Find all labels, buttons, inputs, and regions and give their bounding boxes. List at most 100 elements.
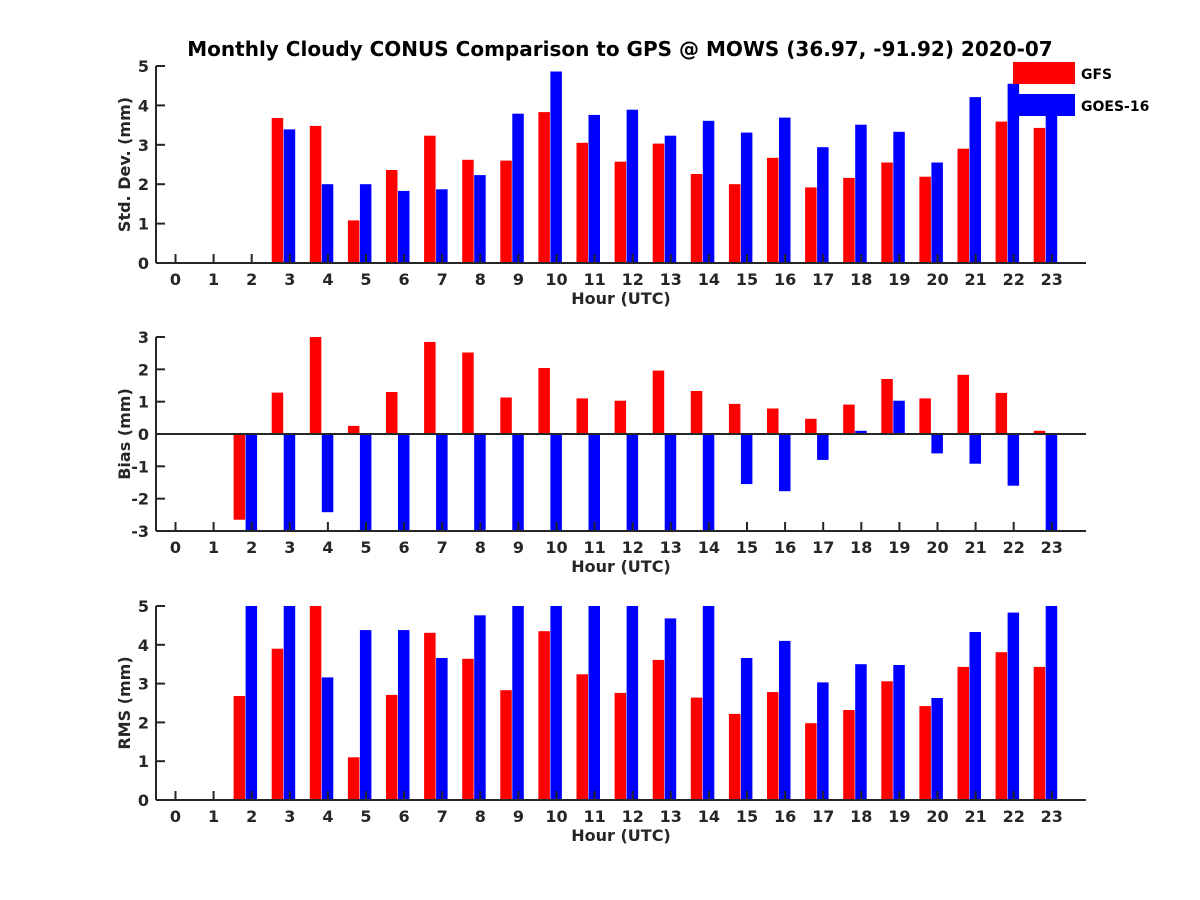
x-tick-label: 1 (208, 270, 219, 289)
bar-gfs-hour-5 (386, 694, 398, 800)
x-tick-label: 8 (475, 807, 486, 826)
y-tick-label: 4 (138, 96, 149, 115)
bar-gfs-hour-1 (233, 696, 246, 800)
bar-goes-16-hour-9 (550, 606, 562, 800)
x-tick-label: 4 (322, 270, 333, 289)
bar-gfs-hour-22 (1033, 127, 1046, 264)
bar-gfs-hour-15 (767, 408, 779, 434)
bar-gfs-hour-7 (462, 658, 474, 800)
x-axis-label: Hour (UTC) (571, 557, 671, 576)
bar-goes-16-hour-21 (1007, 612, 1020, 800)
bar-goes-16-hour-5 (398, 630, 410, 800)
bar-gfs-hour-20 (957, 666, 969, 800)
bar-gfs-hour-14 (728, 184, 741, 263)
bar-goes-16-hour-4 (359, 434, 372, 531)
bar-goes-16-hour-13 (702, 120, 715, 263)
bar-gfs-hour-12 (652, 370, 665, 434)
bar-gfs-hour-16 (805, 723, 817, 800)
bar-goes-16-hour-7 (474, 434, 486, 531)
bar-goes-16-hour-16 (817, 682, 829, 800)
x-tick-label: 23 (1041, 538, 1063, 557)
bar-gfs-hour-19 (919, 398, 931, 434)
y-axis-label: RMS (mm) (115, 656, 134, 749)
x-tick-label: 11 (583, 807, 605, 826)
bar-goes-16-hour-13 (702, 606, 715, 800)
x-tick-label: 15 (736, 270, 758, 289)
bar-goes-16-hour-5 (398, 190, 410, 263)
bar-goes-16-hour-17 (855, 430, 867, 434)
bar-goes-16-hour-2 (283, 129, 296, 263)
x-tick-label: 10 (545, 538, 567, 557)
bar-goes-16-hour-16 (817, 147, 829, 263)
bar-gfs-hour-11 (614, 400, 627, 434)
y-tick-label: 3 (138, 136, 149, 155)
chart-title: Monthly Cloudy CONUS Comparison to GPS @… (187, 37, 1052, 61)
bar-gfs-hour-4 (347, 220, 360, 263)
bar-goes-16-hour-6 (436, 658, 448, 800)
bar-goes-16-hour-19 (931, 434, 943, 454)
bar-gfs-hour-17 (843, 177, 855, 263)
x-tick-label: 12 (622, 538, 644, 557)
x-tick-label: 17 (812, 807, 834, 826)
bar-gfs-hour-12 (652, 659, 665, 800)
x-tick-label: 22 (1003, 807, 1025, 826)
bar-goes-16-hour-8 (512, 434, 524, 531)
bar-gfs-hour-12 (652, 143, 665, 263)
bar-goes-16-hour-14 (740, 434, 753, 485)
x-tick-label: 15 (736, 807, 758, 826)
y-tick-label: 0 (138, 425, 149, 444)
x-tick-label: 9 (513, 538, 524, 557)
bar-goes-16-hour-2 (283, 606, 296, 800)
x-tick-label: 18 (850, 270, 872, 289)
bar-goes-16-hour-14 (740, 658, 753, 800)
bar-gfs-hour-16 (805, 187, 817, 263)
bar-gfs-hour-22 (1033, 430, 1046, 434)
bar-goes-16-hour-18 (893, 131, 905, 263)
bar-gfs-hour-10 (576, 142, 588, 263)
y-tick-label: 5 (138, 597, 149, 616)
legend-label-goes-16: GOES-16 (1081, 99, 1149, 115)
x-tick-label: 12 (622, 270, 644, 289)
bar-gfs-hour-10 (576, 674, 588, 800)
x-tick-label: 16 (774, 270, 796, 289)
bar-goes-16-hour-21 (1007, 434, 1020, 486)
y-tick-label: 2 (138, 175, 149, 194)
x-tick-label: 19 (888, 538, 910, 557)
y-tick-label: 1 (138, 393, 149, 412)
bar-goes-16-hour-22 (1045, 100, 1058, 263)
y-tick-label: 4 (138, 636, 149, 655)
bar-gfs-hour-2 (271, 118, 284, 263)
x-tick-label: 3 (284, 807, 295, 826)
bar-gfs-hour-5 (386, 170, 398, 263)
bar-gfs-hour-8 (500, 690, 512, 800)
x-tick-label: 9 (513, 807, 524, 826)
bar-gfs-hour-3 (309, 125, 322, 264)
bar-goes-16-hour-4 (359, 184, 372, 263)
bar-goes-16-hour-4 (359, 630, 372, 800)
x-tick-label: 23 (1041, 807, 1063, 826)
bar-gfs-hour-14 (728, 713, 741, 800)
bar-gfs-hour-15 (767, 692, 779, 800)
bar-goes-16-hour-2 (283, 434, 296, 531)
legend-label-gfs: GFS (1081, 67, 1112, 83)
x-tick-label: 11 (583, 270, 605, 289)
x-tick-label: 15 (736, 538, 758, 557)
x-tick-label: 4 (322, 538, 333, 557)
x-axis-label: Hour (UTC) (571, 826, 671, 845)
bar-gfs-hour-13 (690, 391, 703, 434)
bar-goes-16-hour-8 (512, 113, 524, 263)
bar-goes-16-hour-17 (855, 124, 867, 263)
x-tick-label: 0 (170, 538, 181, 557)
bar-gfs-hour-18 (881, 681, 893, 800)
bar-goes-16-hour-8 (512, 606, 524, 800)
bar-goes-16-hour-21 (1007, 83, 1020, 263)
x-tick-label: 13 (660, 807, 682, 826)
bar-gfs-hour-1 (233, 434, 246, 520)
bar-goes-16-hour-9 (550, 71, 562, 263)
x-tick-label: 16 (774, 538, 796, 557)
x-tick-label: 1 (208, 807, 219, 826)
y-tick-label: 2 (138, 360, 149, 379)
bar-goes-16-hour-11 (626, 109, 639, 263)
x-tick-label: 0 (170, 270, 181, 289)
